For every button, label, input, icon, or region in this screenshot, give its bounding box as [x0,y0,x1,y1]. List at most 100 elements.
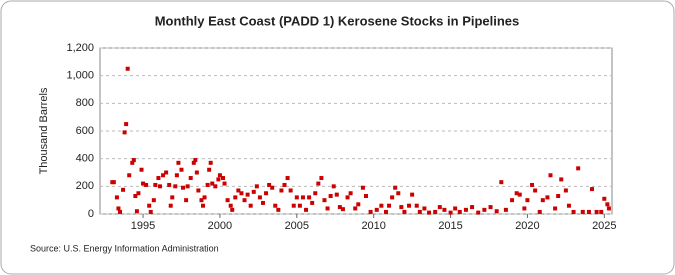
point [297,203,302,208]
point [168,203,173,208]
point [239,191,244,196]
point [476,210,481,215]
point [340,207,345,212]
point [576,166,581,171]
point [194,170,199,175]
point [393,185,398,190]
point [414,203,419,208]
point [533,188,538,193]
x-tick-label: 1995 [131,220,155,232]
point [260,200,265,205]
point [599,209,604,214]
point [383,209,388,214]
point [254,184,259,189]
point [157,184,162,189]
point [251,189,256,194]
point [537,209,542,214]
point [313,191,318,196]
point [242,198,247,203]
point [374,207,379,212]
point [571,209,576,214]
point [396,191,401,196]
point [141,181,146,186]
x-tick-label: 2015 [438,220,462,232]
x-tick-label: 2020 [515,220,539,232]
point [517,192,522,197]
x-tick-label: 2000 [208,220,232,232]
point [356,202,361,207]
point [399,205,404,210]
point [368,209,373,214]
point [156,176,161,181]
point [379,203,384,208]
point [294,195,299,200]
point [402,209,407,214]
y-tick-label: 1,000 [66,70,94,82]
point [288,188,293,193]
point [173,184,178,189]
point [179,167,184,172]
point [208,160,213,165]
point [310,200,315,205]
point [257,195,262,200]
point [164,170,169,175]
point [117,209,122,214]
point [282,182,287,187]
point [151,198,156,203]
point [222,181,227,186]
point [390,195,395,200]
point [225,198,230,203]
point [353,206,358,211]
point [134,209,139,214]
point [300,195,305,200]
point [457,209,462,214]
point [248,203,253,208]
point [488,205,493,210]
point [337,205,342,210]
point [230,207,235,212]
point [121,187,126,192]
y-tick-label: 800 [76,97,94,109]
point [216,177,221,182]
point [433,209,438,214]
point [548,173,553,178]
point [114,195,119,200]
point [233,195,238,200]
point [144,182,149,187]
point [586,209,591,214]
point [245,192,250,197]
point [540,198,545,203]
point [202,195,207,200]
point [494,209,499,214]
point [345,195,350,200]
point [176,160,181,165]
point [530,182,535,187]
y-tick-label: 1,200 [66,42,94,54]
point [522,206,527,211]
point [417,209,422,214]
point [213,184,218,189]
point [153,182,158,187]
point [127,173,132,178]
chart-title: Monthly East Coast (PADD 1) Kerosene Sto… [155,13,520,28]
point [325,206,330,211]
point [279,188,284,193]
point [605,202,610,207]
point [316,181,321,186]
point [285,176,290,181]
point [228,203,233,208]
point [566,203,571,208]
point [463,207,468,212]
point [304,207,309,212]
x-tick-label: 2010 [361,220,385,232]
point [196,188,201,193]
point [267,182,272,187]
point [407,203,412,208]
y-tick-label: 0 [88,208,94,220]
point [193,158,198,163]
point [580,209,585,214]
point [136,191,141,196]
point [410,192,415,197]
